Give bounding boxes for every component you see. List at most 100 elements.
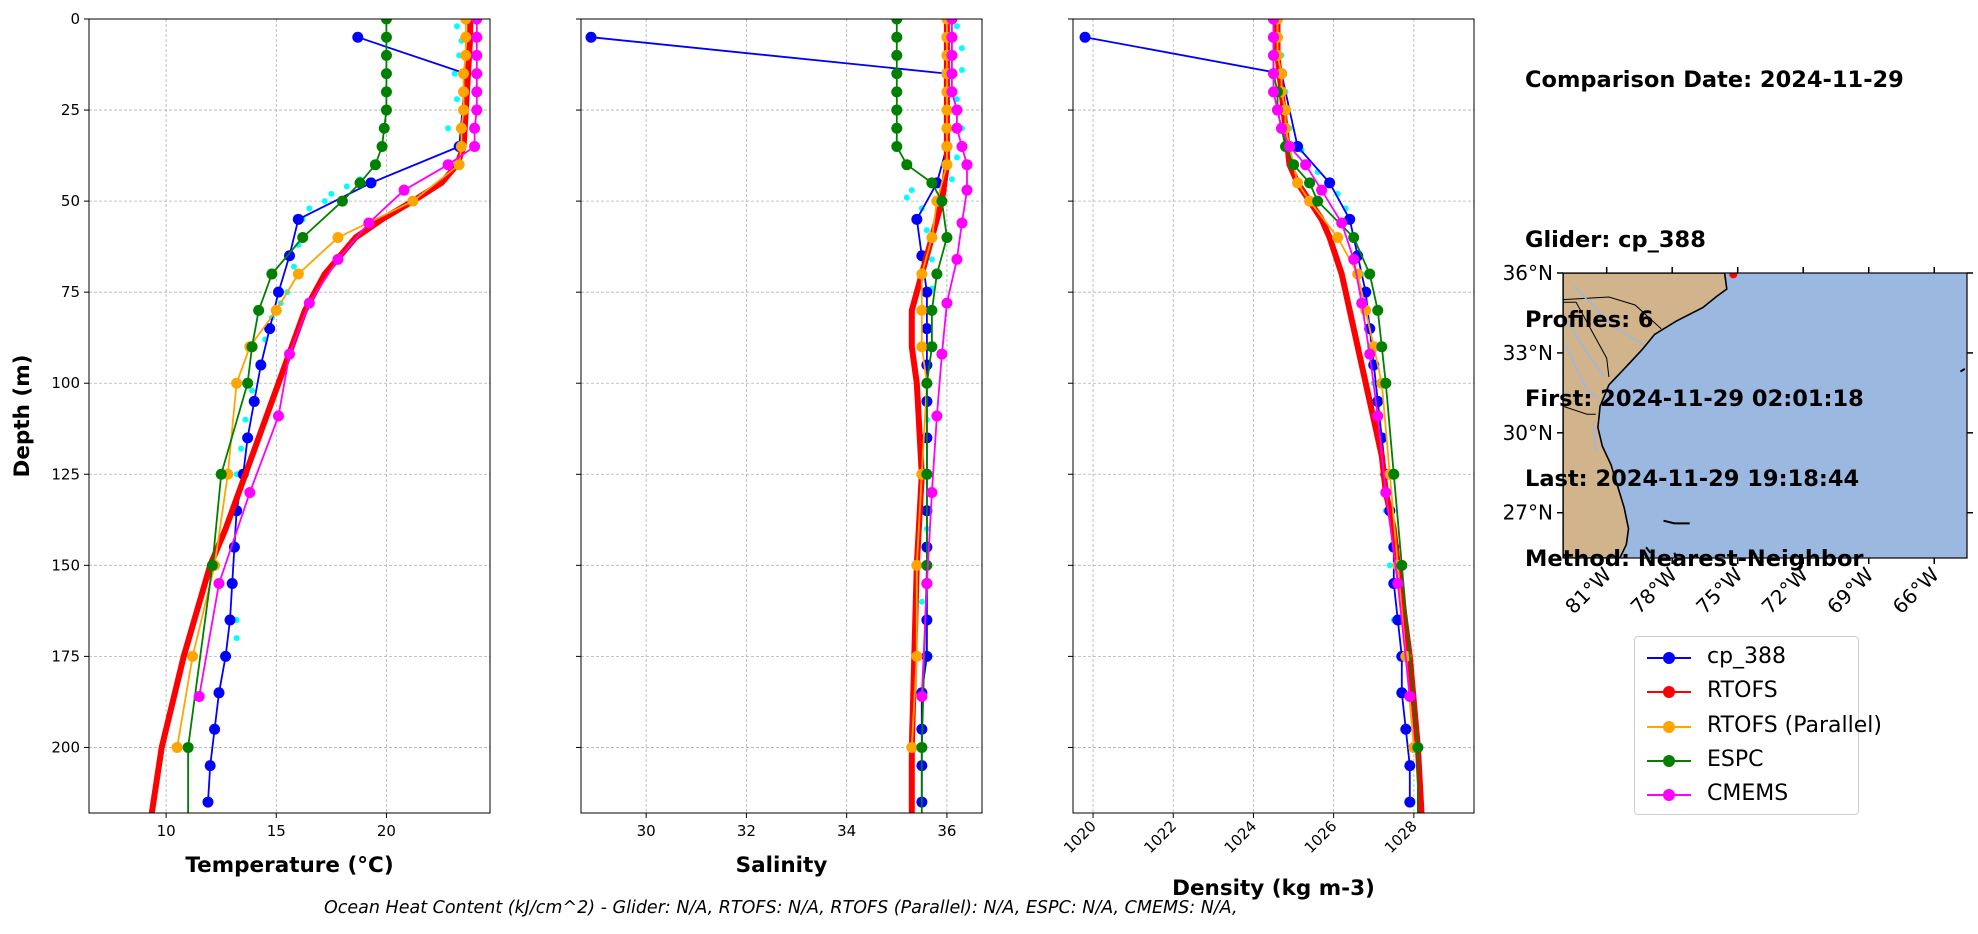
series-point: [1348, 232, 1360, 244]
series-point: [1380, 377, 1392, 389]
legend-swatch-dot: [1663, 721, 1675, 733]
series-line-cmems: [198, 19, 478, 697]
series-point: [471, 68, 483, 80]
series-point: [906, 741, 918, 753]
series-point: [1372, 410, 1384, 422]
series-point: [226, 578, 238, 590]
series-point: [215, 468, 227, 480]
series-point: [209, 723, 221, 735]
raw-point: [1386, 562, 1393, 569]
series-point: [471, 49, 483, 61]
series-point: [941, 122, 953, 134]
series-point: [242, 377, 254, 389]
x-tick-label: 20: [377, 822, 396, 840]
series-point: [213, 578, 225, 590]
series-point: [921, 559, 933, 571]
series-point: [1292, 177, 1304, 189]
legend-label: CMEMS: [1707, 781, 1789, 806]
series-point: [1396, 559, 1408, 571]
x-axis-label: Temperature (°C): [185, 853, 393, 878]
island: [1645, 546, 1652, 554]
comparison-date: Comparison Date: 2024-11-29: [1525, 67, 1904, 94]
series-point: [460, 31, 472, 43]
series-point: [332, 232, 344, 244]
y-tick-label: 175: [51, 647, 80, 665]
plot-area: [585, 19, 973, 813]
series-point: [1388, 468, 1400, 480]
raw-point: [928, 256, 935, 263]
raw-point: [908, 187, 915, 194]
series-point: [1292, 140, 1304, 152]
legend-swatch-dot: [1663, 789, 1675, 801]
series-point: [460, 19, 472, 25]
legend-item-rtofs: RTOFS: [1635, 675, 1858, 707]
series-point: [936, 195, 948, 207]
series-point: [246, 341, 258, 353]
series-point: [1404, 690, 1416, 702]
series-point: [1276, 122, 1288, 134]
series-point: [303, 297, 315, 309]
series-point: [354, 177, 366, 189]
river: [1564, 344, 1599, 399]
series-point: [1356, 297, 1368, 309]
series-point: [946, 49, 958, 61]
raw-point: [242, 416, 249, 423]
series-point: [1312, 195, 1324, 207]
axes-frame: [580, 18, 983, 814]
legend-label: cp_388: [1707, 644, 1787, 669]
raw-point: [328, 190, 335, 197]
series-point: [916, 341, 928, 353]
series-point: [961, 159, 973, 171]
raw-point: [238, 445, 245, 452]
x-axis-label: Density (kg m-3): [1172, 876, 1375, 901]
x-axis-label: Salinity: [736, 853, 828, 878]
x-tick-label: 36: [937, 822, 956, 840]
x-tick-label: 1026: [1301, 817, 1341, 857]
series-point: [455, 122, 467, 134]
series-point: [585, 31, 597, 43]
river: [1592, 424, 1597, 452]
raw-point: [953, 96, 960, 103]
island: [1673, 552, 1678, 558]
series-point: [926, 341, 938, 353]
series-point: [926, 304, 938, 316]
series-point: [891, 140, 903, 152]
x-tick-label: 10: [157, 822, 176, 840]
series-point: [469, 140, 481, 152]
series-point: [1376, 341, 1388, 353]
series-point: [946, 68, 958, 80]
series-point: [946, 86, 958, 98]
series-point: [1336, 217, 1348, 229]
series-point: [264, 323, 276, 335]
lat-label: 36°N: [1503, 261, 1553, 285]
series-point: [248, 395, 260, 407]
panel-1: 0 25 50 75 100 125 150 175 200 10 15 20 Temperature …: [10, 10, 491, 878]
map-frame: [1562, 272, 1968, 559]
map-land: [1563, 273, 1728, 558]
x-tick-label: 15: [267, 822, 286, 840]
x-tick-label: 1024: [1221, 817, 1261, 857]
series-point: [369, 159, 381, 171]
series-point: [891, 19, 903, 25]
series-point: [1288, 159, 1300, 171]
legend-swatch-dot: [1663, 652, 1675, 664]
y-tick-label: 25: [61, 101, 80, 119]
series-point: [206, 559, 218, 571]
series-point: [253, 304, 265, 316]
series-point: [1380, 486, 1392, 498]
map-panel: 36°N33°N30°N27°N81°W 78°W 75°W 72°W 69°W 66°W: [1503, 261, 1973, 619]
series-point: [266, 268, 278, 280]
series-point: [961, 184, 973, 196]
series-point: [891, 68, 903, 80]
series-point: [1364, 268, 1376, 280]
series-point: [458, 68, 470, 80]
series-point: [380, 104, 392, 116]
raw-point: [453, 23, 460, 30]
series-point: [891, 49, 903, 61]
state-border: [1563, 405, 1596, 415]
series-point: [1404, 760, 1416, 772]
series-point: [916, 304, 928, 316]
series-point: [453, 159, 465, 171]
series-point: [284, 250, 295, 262]
profiles-count: Profiles: 6: [1525, 306, 1654, 333]
